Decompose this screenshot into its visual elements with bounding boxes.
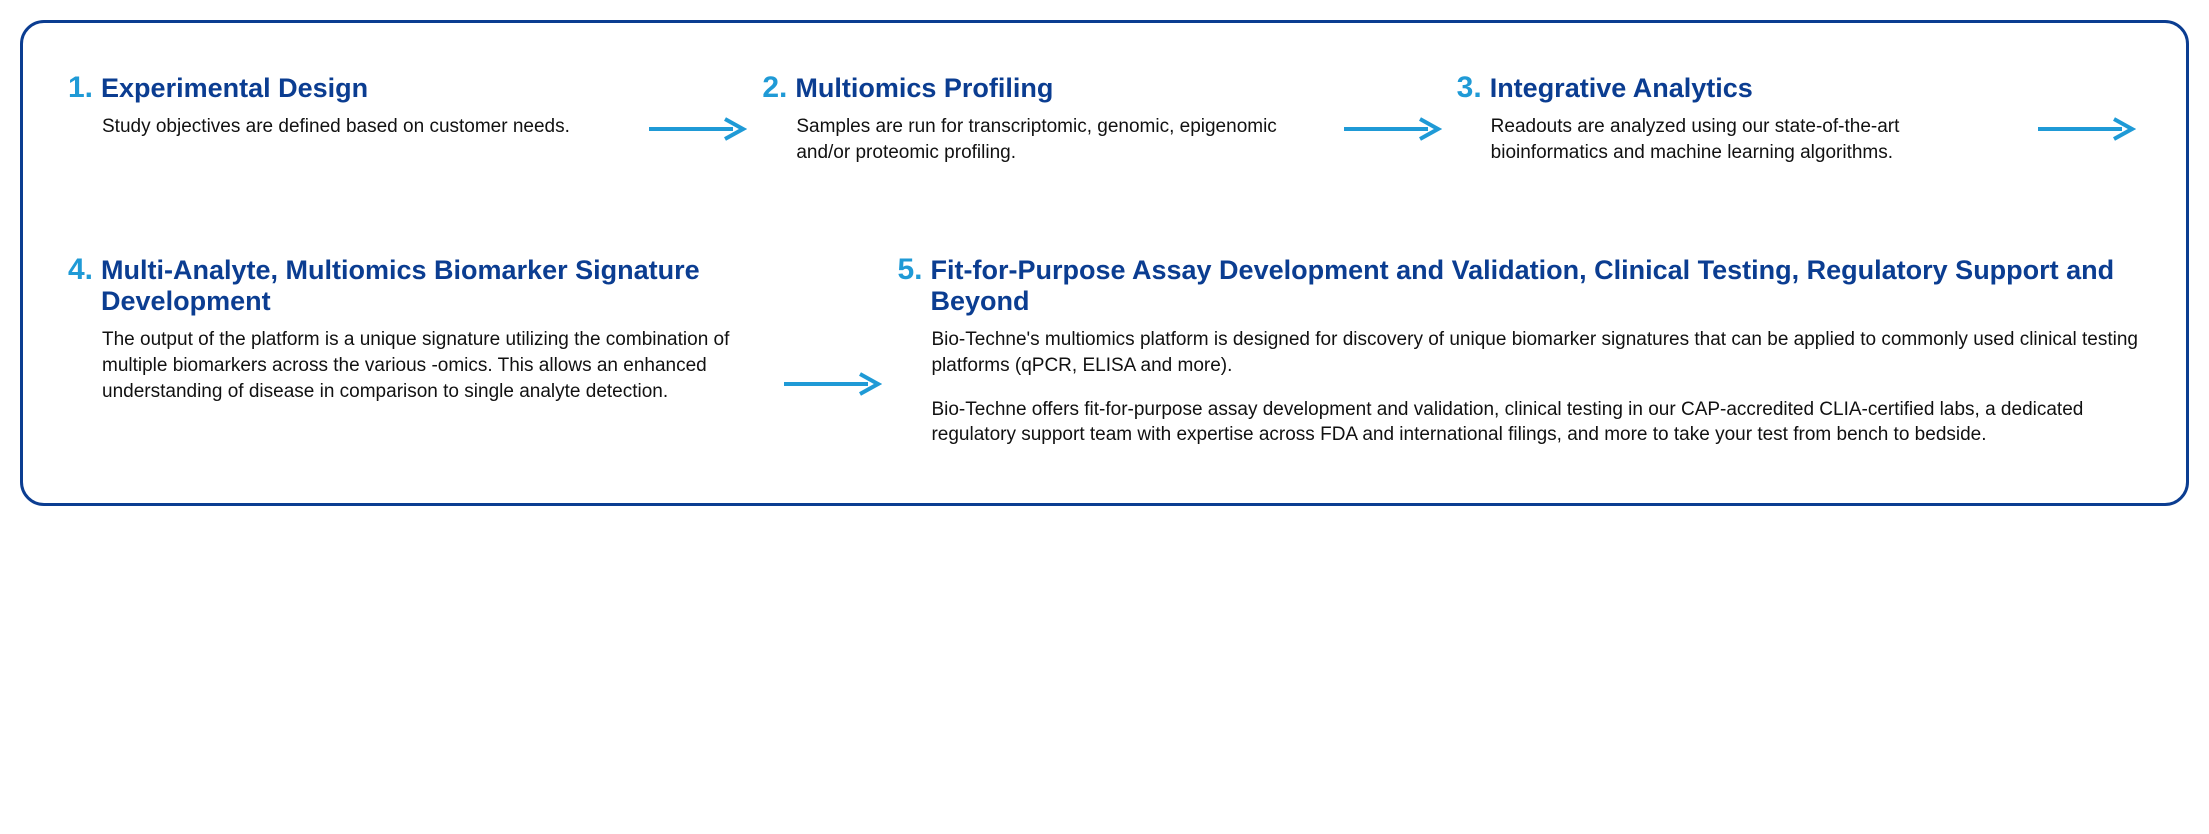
- step-4-title: Multi-Analyte, Multiomics Biomarker Sign…: [101, 255, 767, 317]
- step-1-header: 1. Experimental Design: [68, 73, 632, 104]
- step-3-number: 3.: [1457, 73, 1482, 103]
- step-3-desc-p1: Readouts are analyzed using our state-of…: [1491, 114, 2021, 165]
- step-4: 4. Multi-Analyte, Multiomics Biomarker S…: [68, 255, 767, 404]
- step-2-desc-p1: Samples are run for transcriptomic, geno…: [796, 114, 1326, 165]
- step-4-number: 4.: [68, 255, 93, 285]
- step-3-header: 3. Integrative Analytics: [1457, 73, 2021, 104]
- step-1: 1. Experimental Design Study objectives …: [68, 73, 632, 140]
- step-2-number: 2.: [762, 73, 787, 103]
- arrow-icon: [2036, 115, 2136, 143]
- process-row-1: 1. Experimental Design Study objectives …: [68, 73, 2141, 165]
- step-5-desc-p2: Bio-Techne offers fit-for-purpose assay …: [931, 397, 2141, 448]
- step-2-desc: Samples are run for transcriptomic, geno…: [762, 114, 1326, 165]
- step-1-title: Experimental Design: [101, 73, 368, 104]
- arrow-4-to-5: [777, 255, 887, 398]
- arrow-icon: [1342, 115, 1442, 143]
- step-2-title: Multiomics Profiling: [795, 73, 1053, 104]
- step-4-desc-p1: The output of the platform is a unique s…: [102, 327, 767, 404]
- step-5-title: Fit-for-Purpose Assay Development and Va…: [931, 255, 2142, 317]
- step-1-desc-p1: Study objectives are defined based on cu…: [102, 114, 632, 140]
- step-5: 5. Fit-for-Purpose Assay Development and…: [897, 255, 2141, 448]
- process-flow-container: 1. Experimental Design Study objectives …: [20, 20, 2189, 506]
- arrow-3-to-4: [2031, 73, 2141, 143]
- step-5-number: 5.: [897, 255, 922, 285]
- step-1-number: 1.: [68, 73, 93, 103]
- step-3-desc: Readouts are analyzed using our state-of…: [1457, 114, 2021, 165]
- step-2: 2. Multiomics Profiling Samples are run …: [762, 73, 1326, 165]
- step-4-desc: The output of the platform is a unique s…: [68, 327, 767, 404]
- step-3-title: Integrative Analytics: [1490, 73, 1753, 104]
- step-5-header: 5. Fit-for-Purpose Assay Development and…: [897, 255, 2141, 317]
- step-3: 3. Integrative Analytics Readouts are an…: [1457, 73, 2021, 165]
- step-5-desc: Bio-Techne's multiomics platform is desi…: [897, 327, 2141, 448]
- arrow-icon: [782, 370, 882, 398]
- step-2-header: 2. Multiomics Profiling: [762, 73, 1326, 104]
- step-1-desc: Study objectives are defined based on cu…: [68, 114, 632, 140]
- step-4-header: 4. Multi-Analyte, Multiomics Biomarker S…: [68, 255, 767, 317]
- arrow-1-to-2: [642, 73, 752, 143]
- arrow-2-to-3: [1337, 73, 1447, 143]
- step-5-desc-p1: Bio-Techne's multiomics platform is desi…: [931, 327, 2141, 378]
- arrow-icon: [647, 115, 747, 143]
- process-row-2: 4. Multi-Analyte, Multiomics Biomarker S…: [68, 255, 2141, 448]
